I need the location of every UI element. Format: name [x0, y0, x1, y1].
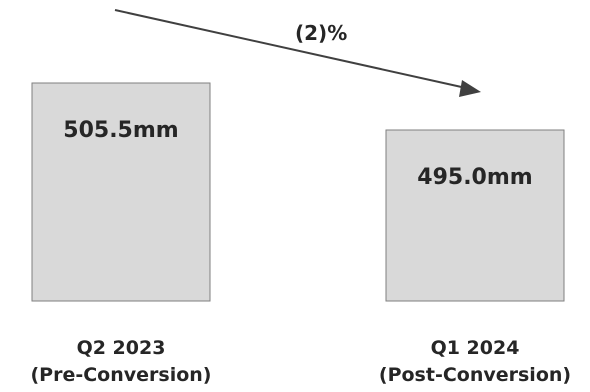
category-label-q2-2023: Q2 2023	[77, 337, 166, 359]
bar-q1-2024	[385, 129, 565, 302]
bar-q2-2023	[31, 82, 211, 302]
category-label-q1-2024: Q1 2024	[431, 337, 520, 359]
trend-arrow-line	[114, 9, 467, 89]
category-sublabel-q2-2023: (Pre-Conversion)	[30, 364, 211, 386]
bar-value-label-q2-2023: 505.5mm	[63, 118, 178, 143]
change-annotation: (2)%	[295, 21, 347, 45]
bar-value-label-q1-2024: 495.0mm	[417, 165, 532, 190]
category-sublabel-q1-2024: (Post-Conversion)	[379, 364, 571, 386]
trend-arrow-head	[459, 80, 481, 97]
